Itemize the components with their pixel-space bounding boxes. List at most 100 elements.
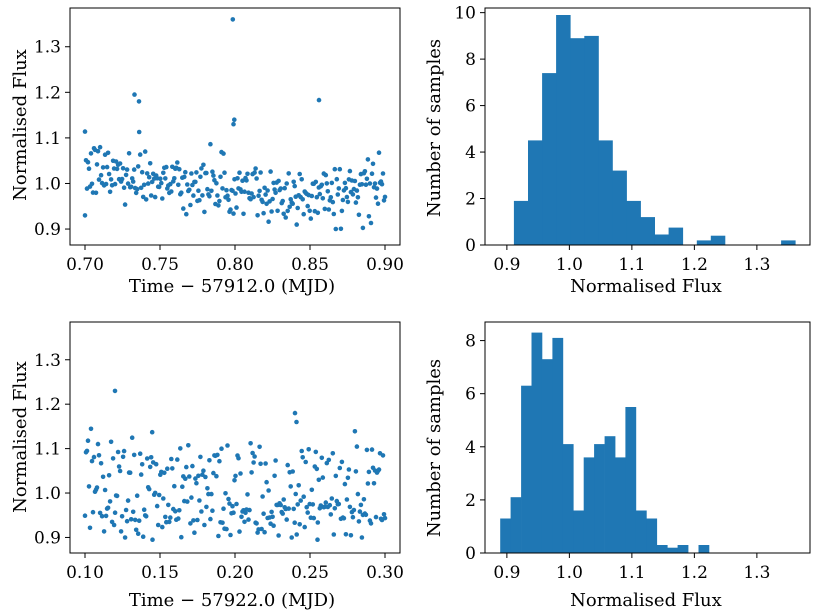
data-point <box>329 180 335 186</box>
data-point <box>160 524 165 530</box>
x-tick-label: 0.25 <box>291 563 329 583</box>
y-axis-label-1: Normalised Flux <box>10 49 31 201</box>
data-point <box>128 184 134 190</box>
data-point <box>159 180 164 186</box>
data-point <box>231 510 236 515</box>
data-point <box>214 181 219 186</box>
histogram-bar <box>781 240 796 245</box>
data-point <box>333 226 339 232</box>
data-point <box>244 178 249 183</box>
histogram-bar <box>542 73 557 245</box>
data-point <box>356 212 362 218</box>
x-axis-label-2: Normalised Flux <box>570 276 722 297</box>
data-point <box>89 181 95 187</box>
data-point <box>373 514 379 520</box>
data-point <box>365 481 371 486</box>
data-point <box>336 501 342 507</box>
data-point <box>187 474 192 479</box>
data-point <box>380 171 386 176</box>
histogram-bar <box>573 510 585 553</box>
data-point <box>144 456 150 461</box>
data-point <box>284 517 290 522</box>
x-tick-label: 1.1 <box>618 255 645 275</box>
histogram-bar <box>656 545 668 553</box>
data-point <box>179 190 184 195</box>
data-point <box>131 452 137 458</box>
histogram-bar <box>556 15 571 245</box>
data-point <box>250 450 255 456</box>
data-point <box>281 497 287 502</box>
data-point <box>340 197 346 203</box>
data-point <box>208 141 213 147</box>
data-point <box>223 491 228 496</box>
data-point <box>293 491 299 497</box>
data-point <box>162 470 167 476</box>
data-point <box>352 178 358 184</box>
data-point <box>133 527 139 533</box>
data-point <box>226 496 231 502</box>
data-point <box>185 499 190 504</box>
data-point <box>266 219 271 224</box>
data-point <box>296 483 302 488</box>
data-point <box>232 117 237 122</box>
data-point <box>82 213 88 218</box>
data-point <box>219 446 224 452</box>
y-tick-label: 10 <box>454 4 476 24</box>
data-point <box>99 513 105 519</box>
data-point <box>135 531 141 536</box>
x-tick-label: 1.3 <box>743 563 770 583</box>
data-point <box>120 454 126 460</box>
data-point <box>128 517 134 522</box>
axes-frame <box>69 7 401 246</box>
y-ticks-4: 0 2 4 6 8 <box>465 332 485 564</box>
data-point <box>100 474 106 480</box>
data-point <box>278 186 284 191</box>
data-point <box>95 148 101 154</box>
data-point <box>176 516 181 521</box>
data-point <box>330 199 336 205</box>
data-point <box>369 171 375 176</box>
data-point <box>185 182 190 187</box>
data-point <box>208 516 213 522</box>
data-point <box>194 170 199 175</box>
data-point <box>220 520 225 525</box>
data-point <box>233 473 238 479</box>
data-point <box>305 203 311 209</box>
data-point <box>228 207 233 212</box>
data-point <box>262 185 267 191</box>
histogram-bar <box>612 170 627 245</box>
panel-top-left-scatter: 0.70 0.75 0.80 0.85 0.90 0.9 1.0 1.1 1.2 1.3 Tim… <box>10 7 404 297</box>
data-point <box>290 469 296 474</box>
data-point <box>186 443 191 448</box>
y-tick-label: 1.2 <box>34 395 61 415</box>
y-tick-label: 1.3 <box>34 38 61 58</box>
x-tick-label: 0.85 <box>291 255 329 275</box>
data-point <box>121 185 127 190</box>
data-point <box>227 501 232 506</box>
x-tick-label: 1.0 <box>556 563 583 583</box>
data-point <box>356 519 362 524</box>
data-point <box>86 484 92 489</box>
y-tick-label: 2 <box>465 491 476 511</box>
histogram-bar <box>626 200 641 245</box>
x-axis-label-4: Normalised Flux <box>570 590 722 611</box>
data-point <box>124 167 130 172</box>
data-point <box>264 479 269 485</box>
data-point <box>127 470 133 476</box>
data-point <box>123 172 129 178</box>
data-point <box>125 181 131 186</box>
data-point <box>241 211 246 217</box>
data-point <box>106 171 112 177</box>
data-point <box>101 529 107 534</box>
data-point <box>307 208 313 214</box>
data-point <box>288 484 294 489</box>
data-point <box>96 177 102 182</box>
data-point <box>322 206 328 212</box>
data-point <box>292 410 298 416</box>
data-point <box>203 474 208 480</box>
data-point <box>367 181 373 186</box>
y-tick-label: 8 <box>465 50 476 70</box>
data-point <box>230 503 235 509</box>
data-point <box>237 529 242 534</box>
